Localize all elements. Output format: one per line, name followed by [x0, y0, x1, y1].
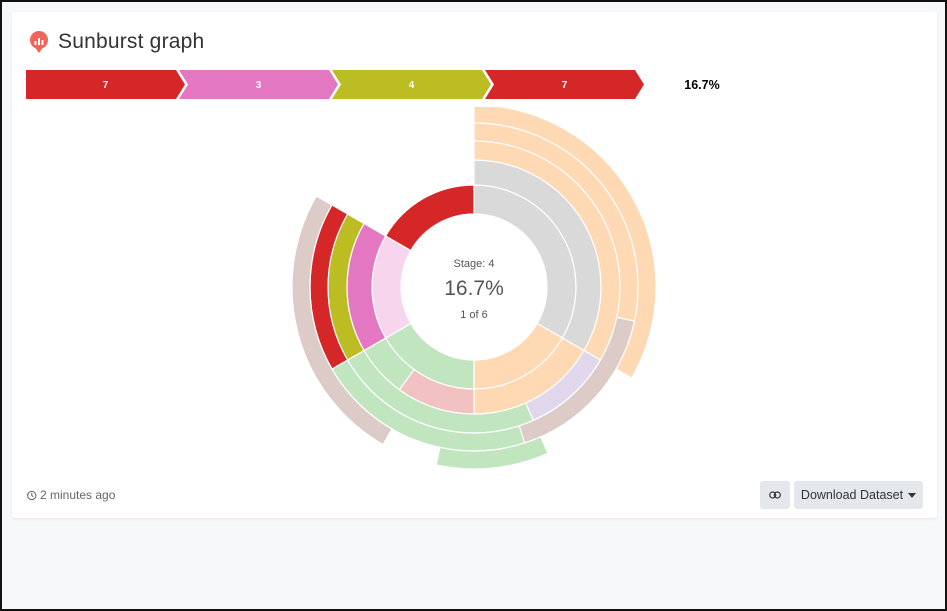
timestamp: 2 minutes ago [40, 488, 116, 502]
chart-title: Sunburst graph [58, 30, 205, 53]
chart-header: Sunburst graph [28, 30, 204, 54]
breadcrumb-step-label: 4 [409, 80, 415, 91]
chart-card: Sunburst graph 7 3 4 7 16.7% Stage: 4 16.7% 1 … [12, 12, 937, 518]
sunburst-segment-ring5-1[interactable] [473, 107, 657, 379]
center-count: 1 of 6 [460, 309, 488, 321]
sunburst-segment-ring5-3[interactable] [435, 436, 549, 470]
sunburst-chart: Stage: 4 16.7% 1 of 6 [292, 107, 657, 470]
sunburst-segment-ring5-5[interactable] [292, 195, 393, 446]
last-updated: 2 minutes ago [26, 488, 115, 502]
sunburst-segment-ring1-5[interactable] [384, 184, 475, 252]
breadcrumb-step-4[interactable] [485, 70, 644, 99]
center-percentage: 16.7% [444, 277, 504, 300]
breadcrumb-step-label: 3 [256, 80, 262, 91]
caret-down-icon [908, 492, 917, 498]
breadcrumb-percentage: 16.7% [684, 78, 719, 92]
history-icon [26, 490, 37, 500]
breadcrumb-step-label: 7 [562, 80, 568, 91]
download-dataset-button[interactable]: Download Dataset [794, 481, 923, 509]
link-icon [769, 491, 781, 499]
chart-logo-icon [29, 31, 48, 53]
breadcrumb-trail: 7 3 4 7 16.7% [26, 70, 720, 99]
copy-link-button[interactable] [760, 481, 790, 509]
breadcrumb-step-2[interactable] [179, 70, 338, 99]
breadcrumb-step-3[interactable] [332, 70, 491, 99]
breadcrumb-step-label: 7 [103, 80, 109, 91]
center-stage-label: Stage: 4 [454, 258, 495, 270]
breadcrumb-step-1[interactable] [26, 70, 185, 99]
download-dataset-label: Download Dataset [800, 488, 904, 502]
